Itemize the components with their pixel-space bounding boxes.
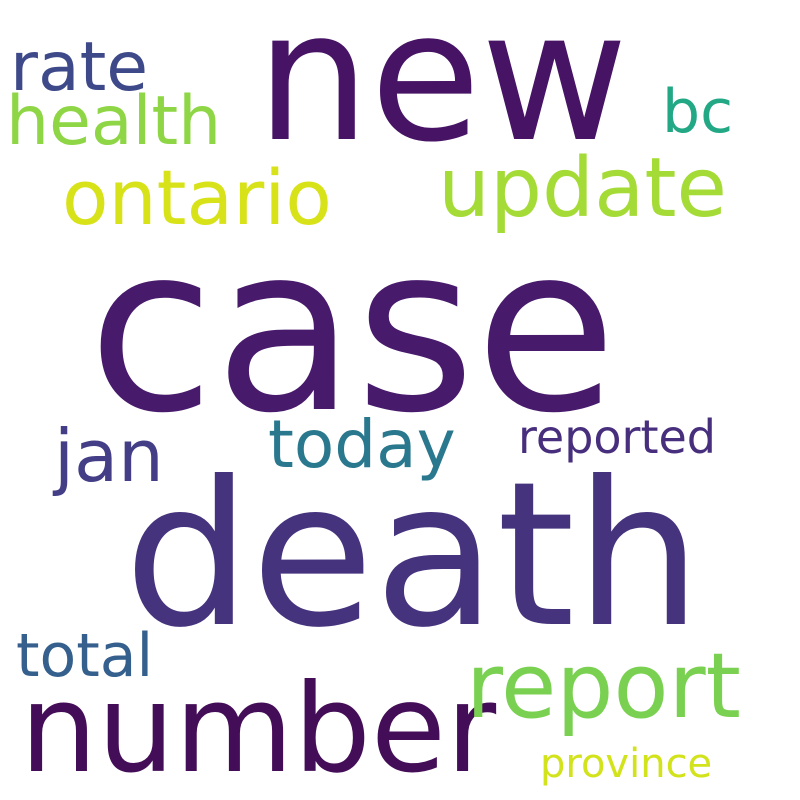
word-new: new [256, 0, 629, 182]
word-reported: reported [518, 410, 716, 464]
word-health: health [6, 82, 222, 161]
word-update: update [438, 141, 727, 236]
word-ontario: ontario [62, 153, 332, 242]
word-total: total [16, 621, 154, 691]
word-province: province [540, 741, 713, 787]
word-report: report [466, 634, 741, 739]
word-case: case [88, 197, 617, 464]
word-rate: rate [10, 28, 149, 107]
word-bc: bc [662, 77, 734, 147]
word-death: death [124, 439, 702, 672]
word-number: number [20, 658, 497, 800]
word-jan: jan [54, 414, 164, 498]
word-today: today [268, 406, 456, 483]
